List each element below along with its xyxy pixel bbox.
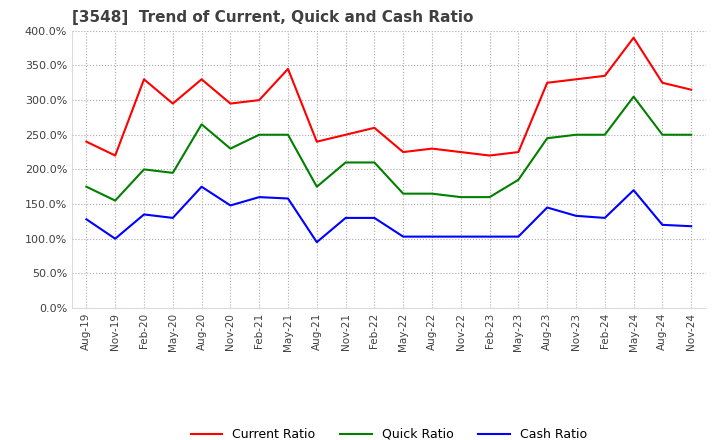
Current Ratio: [226, 101, 235, 106]
Quick Ratio: [658, 132, 667, 137]
Cash Ratio: [312, 239, 321, 245]
Quick Ratio: [197, 122, 206, 127]
Current Ratio: [111, 153, 120, 158]
Cash Ratio: [658, 222, 667, 227]
Cash Ratio: [370, 215, 379, 220]
Quick Ratio: [226, 146, 235, 151]
Cash Ratio: [485, 234, 494, 239]
Current Ratio: [428, 146, 436, 151]
Current Ratio: [456, 150, 465, 155]
Quick Ratio: [82, 184, 91, 189]
Cash Ratio: [111, 236, 120, 241]
Quick Ratio: [428, 191, 436, 196]
Current Ratio: [341, 132, 350, 137]
Cash Ratio: [284, 196, 292, 201]
Quick Ratio: [111, 198, 120, 203]
Cash Ratio: [514, 234, 523, 239]
Current Ratio: [82, 139, 91, 144]
Cash Ratio: [456, 234, 465, 239]
Quick Ratio: [312, 184, 321, 189]
Legend: Current Ratio, Quick Ratio, Cash Ratio: Current Ratio, Quick Ratio, Cash Ratio: [186, 423, 592, 440]
Cash Ratio: [600, 215, 609, 220]
Quick Ratio: [370, 160, 379, 165]
Cash Ratio: [255, 194, 264, 200]
Quick Ratio: [399, 191, 408, 196]
Current Ratio: [572, 77, 580, 82]
Quick Ratio: [255, 132, 264, 137]
Quick Ratio: [168, 170, 177, 176]
Cash Ratio: [428, 234, 436, 239]
Current Ratio: [140, 77, 148, 82]
Quick Ratio: [341, 160, 350, 165]
Current Ratio: [255, 97, 264, 103]
Cash Ratio: [687, 224, 696, 229]
Current Ratio: [312, 139, 321, 144]
Cash Ratio: [341, 215, 350, 220]
Quick Ratio: [629, 94, 638, 99]
Current Ratio: [485, 153, 494, 158]
Quick Ratio: [456, 194, 465, 200]
Cash Ratio: [168, 215, 177, 220]
Current Ratio: [370, 125, 379, 130]
Line: Cash Ratio: Cash Ratio: [86, 187, 691, 242]
Quick Ratio: [140, 167, 148, 172]
Line: Current Ratio: Current Ratio: [86, 38, 691, 155]
Quick Ratio: [687, 132, 696, 137]
Cash Ratio: [140, 212, 148, 217]
Current Ratio: [514, 150, 523, 155]
Current Ratio: [543, 80, 552, 85]
Current Ratio: [284, 66, 292, 72]
Current Ratio: [399, 150, 408, 155]
Cash Ratio: [82, 216, 91, 222]
Cash Ratio: [399, 234, 408, 239]
Current Ratio: [629, 35, 638, 40]
Quick Ratio: [600, 132, 609, 137]
Quick Ratio: [543, 136, 552, 141]
Current Ratio: [658, 80, 667, 85]
Current Ratio: [168, 101, 177, 106]
Quick Ratio: [485, 194, 494, 200]
Current Ratio: [197, 77, 206, 82]
Quick Ratio: [572, 132, 580, 137]
Current Ratio: [600, 73, 609, 78]
Line: Quick Ratio: Quick Ratio: [86, 97, 691, 201]
Current Ratio: [687, 87, 696, 92]
Cash Ratio: [197, 184, 206, 189]
Cash Ratio: [629, 187, 638, 193]
Cash Ratio: [543, 205, 552, 210]
Cash Ratio: [572, 213, 580, 219]
Text: [3548]  Trend of Current, Quick and Cash Ratio: [3548] Trend of Current, Quick and Cash …: [72, 11, 473, 26]
Quick Ratio: [284, 132, 292, 137]
Cash Ratio: [226, 203, 235, 208]
Quick Ratio: [514, 177, 523, 183]
